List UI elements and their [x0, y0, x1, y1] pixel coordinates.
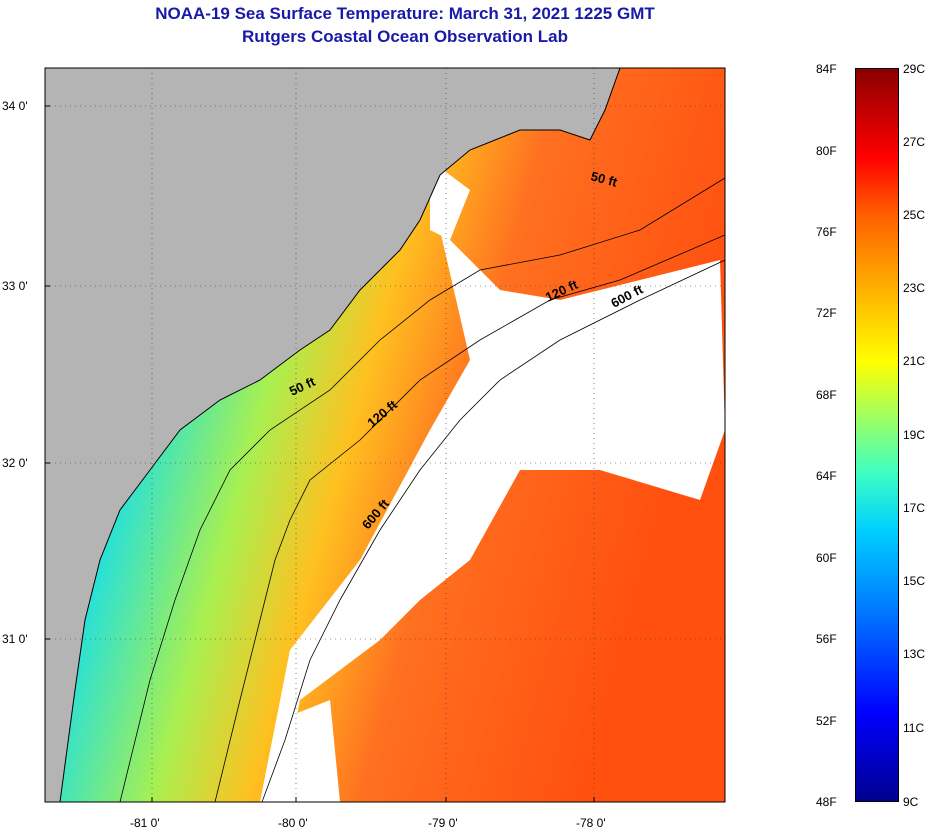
latitude-label: 32 0' — [2, 456, 28, 470]
colorbar-c-label: 15C — [903, 574, 926, 588]
colorbar-f-label: 68F — [816, 388, 837, 402]
no-data-region — [430, 160, 470, 240]
latitude-label: 31 0' — [2, 632, 28, 646]
colorbar-c-label: 21C — [903, 354, 926, 368]
longitude-label: -81 0' — [130, 816, 160, 830]
colorbar-f-label: 56F — [816, 632, 837, 646]
sst-map: 50 ft 120 ft 600 ft 50 ft 120 ft 600 ft — [44, 67, 726, 803]
colorbar-f-label: 72F — [816, 306, 837, 320]
no-data-region — [270, 700, 340, 802]
colorbar-c-label: 11C — [903, 721, 925, 735]
colorbar-c-label: 23C — [903, 281, 926, 295]
contour-600ft — [261, 259, 725, 802]
land-area — [45, 68, 620, 802]
coastline — [59, 68, 621, 802]
colorbar-f-label: 64F — [816, 469, 837, 483]
longitude-label: -80 0' — [278, 816, 308, 830]
contour-120ft — [214, 234, 725, 802]
longitude-label: -79 0' — [428, 816, 458, 830]
contour-label: 50 ft — [589, 168, 619, 190]
colorbar-c-label: 9C — [903, 795, 919, 809]
longitude-label: -78 0' — [576, 816, 606, 830]
colorbar-f-label: 80F — [816, 144, 837, 158]
colorbar-f-label: 84F — [816, 62, 837, 76]
colorbar-c-label: 19C — [903, 428, 926, 442]
latitude-label: 33 0' — [2, 279, 28, 293]
colorbar-c-label: 17C — [903, 501, 926, 515]
grid-lines — [45, 68, 725, 802]
no-data-region — [260, 230, 725, 802]
colorbar-c-label: 27C — [903, 135, 926, 149]
map-frame — [44, 67, 726, 803]
colorbar-f-label: 60F — [816, 551, 837, 565]
temperature-colorbar — [855, 68, 899, 802]
map-subtitle: Rutgers Coastal Ocean Observation Lab — [242, 27, 568, 46]
colorbar-f-label: 76F — [816, 225, 837, 239]
latitude-label: 34 0' — [2, 99, 28, 113]
map-title: NOAA-19 Sea Surface Temperature: March 3… — [155, 4, 655, 23]
colorbar-c-label: 13C — [903, 647, 926, 661]
contour-50ft — [119, 177, 725, 802]
colorbar-f-label: 52F — [816, 714, 837, 728]
colorbar-c-label: 29C — [903, 62, 926, 76]
colorbar-f-label: 48F — [816, 795, 837, 809]
colorbar-c-label: 25C — [903, 208, 926, 222]
